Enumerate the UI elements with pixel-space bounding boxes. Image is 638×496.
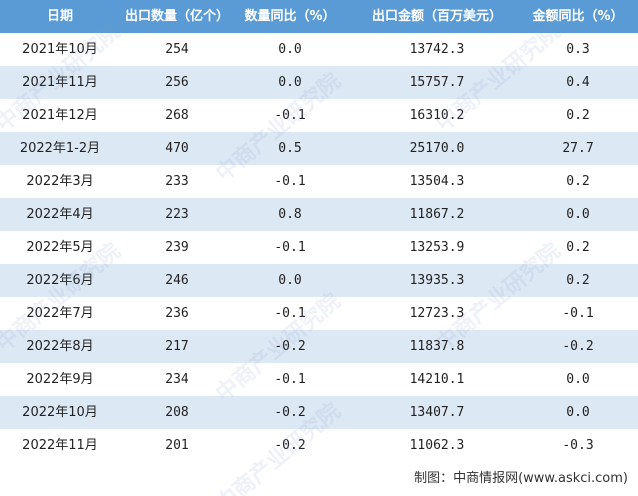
table-cell: 13504.3: [409, 174, 465, 189]
table-cell: 14210.1: [409, 372, 465, 387]
table-cell: 16310.2: [409, 108, 465, 123]
table-cell: -0.1: [562, 306, 594, 321]
table-row: 2022年7月 236 -0.1 12723.3 -0.1: [0, 297, 638, 330]
table-cell: 2022年6月: [26, 273, 94, 288]
table-cell: 0.8: [278, 207, 302, 222]
table-cell: 236: [165, 306, 189, 321]
table-row: 2022年8月 217 -0.2 11837.8 -0.2: [0, 330, 638, 363]
table-cell: 268: [165, 108, 189, 123]
table-cell: 2022年9月: [26, 372, 94, 387]
table-cell: 246: [165, 273, 189, 288]
header-cell: 金额同比（%）: [532, 9, 624, 24]
table-cell: 0.0: [566, 405, 590, 420]
footer: 制图：中商情报网(www.askci.com): [414, 471, 628, 486]
table-cell: -0.1: [274, 306, 306, 321]
table-cell: 254: [165, 42, 189, 57]
table-cell: 233: [165, 174, 189, 189]
table-cell: -0.2: [274, 339, 306, 354]
table-row: 2022年9月 234 -0.1 14210.1 0.0: [0, 363, 638, 396]
table-cell: 11867.2: [409, 207, 465, 222]
table-cell: 0.0: [566, 207, 590, 222]
table-cell: 0.5: [278, 141, 302, 156]
table-cell: 201: [165, 438, 189, 453]
table-cell: 2022年5月: [26, 240, 94, 255]
table-row: 2021年11月 256 0.0 15757.7 0.4: [0, 66, 638, 99]
table-cell: -0.2: [274, 405, 306, 420]
table-cell: 2021年12月: [22, 108, 98, 123]
table-cell: 0.2: [566, 108, 590, 123]
table-cell: -0.1: [274, 372, 306, 387]
table-cell: 2021年11月: [22, 75, 98, 90]
table-cell: 2022年11月: [22, 438, 98, 453]
header-cell: 出口金额（百万美元）: [371, 9, 502, 24]
table-cell: -0.2: [562, 339, 594, 354]
table-cell: 13407.7: [409, 405, 465, 420]
table-cell: 27.7: [562, 141, 594, 156]
table-cell: 0.2: [566, 174, 590, 189]
table-cell: 11062.3: [409, 438, 465, 453]
table-cell: 0.0: [278, 273, 302, 288]
table-row: 2022年4月 223 0.8 11867.2 0.0: [0, 198, 638, 231]
table-cell: 0.0: [278, 75, 302, 90]
table-row: 2021年10月 254 0.0 13742.3 0.3: [0, 33, 638, 66]
table-cell: -0.1: [274, 108, 306, 123]
table-cell: 0.2: [566, 273, 590, 288]
table-cell: 12723.3: [409, 306, 465, 321]
table-cell: 2022年8月: [26, 339, 94, 354]
table-cell: 2022年1-2月: [19, 141, 101, 156]
table-cell: 0.3: [566, 42, 590, 57]
table-cell: 2021年10月: [22, 42, 98, 57]
table-cell: 13935.3: [409, 273, 465, 288]
table-cell: 223: [165, 207, 189, 222]
header-cell: 出口数量（亿个）: [124, 9, 229, 24]
table-row: 2022年1-2月 470 0.5 25170.0 27.7: [0, 132, 638, 165]
header-row: 日期 出口数量（亿个） 数量同比（%） 出口金额（百万美元） 金额同比（%）: [0, 0, 638, 33]
table-cell: 239: [165, 240, 189, 255]
table-row: 2022年6月 246 0.0 13935.3 0.2: [0, 264, 638, 297]
table-row: 2022年11月 201 -0.2 11062.3 -0.3: [0, 429, 638, 462]
table-cell: 234: [165, 372, 189, 387]
table-row: 2022年10月 208 -0.2 13407.7 0.0: [0, 396, 638, 429]
table-cell: -0.1: [274, 240, 306, 255]
table-cell: 2022年10月: [22, 405, 98, 420]
table-cell: 2022年3月: [26, 174, 94, 189]
table-row: 2022年3月 233 -0.1 13504.3 0.2: [0, 165, 638, 198]
table-cell: -0.2: [274, 438, 306, 453]
table-cell: 25170.0: [409, 141, 465, 156]
table-cell: 2022年4月: [26, 207, 94, 222]
table-cell: 13742.3: [409, 42, 465, 57]
table-cell: 13253.9: [409, 240, 465, 255]
table-cell: 0.0: [566, 372, 590, 387]
table-cell: 208: [165, 405, 189, 420]
table-cell: 0.4: [566, 75, 590, 90]
table-cell: 11837.8: [409, 339, 465, 354]
table-cell: -0.1: [274, 174, 306, 189]
table-cell: 470: [165, 141, 189, 156]
table-row: 2021年12月 268 -0.1 16310.2 0.2: [0, 99, 638, 132]
table-cell: 217: [165, 339, 189, 354]
table-cell: -0.3: [562, 438, 594, 453]
table-cell: 0.0: [278, 42, 302, 57]
table-cell: 2022年7月: [26, 306, 94, 321]
header-cell: 数量同比（%）: [244, 9, 336, 24]
header-cell: 日期: [46, 9, 73, 24]
table-cell: 0.2: [566, 240, 590, 255]
table-row: 2022年5月 239 -0.1 13253.9 0.2: [0, 231, 638, 264]
table-cell: 256: [165, 75, 189, 90]
table-cell: 15757.7: [409, 75, 465, 90]
